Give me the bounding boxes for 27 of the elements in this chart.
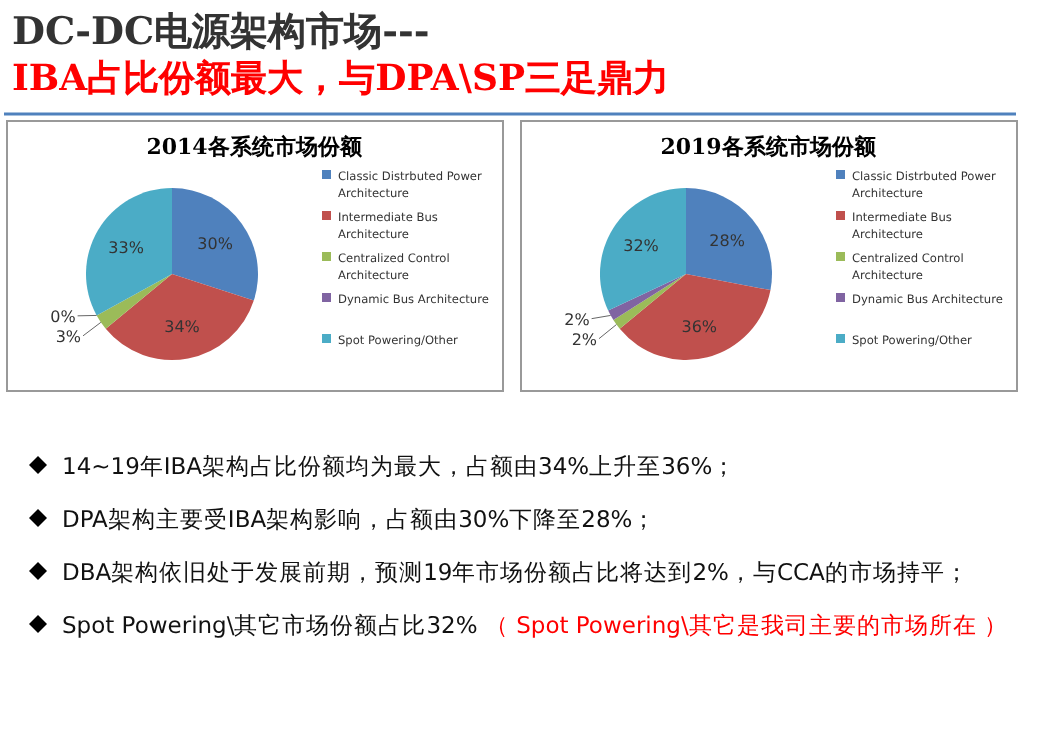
pie-slice xyxy=(608,274,686,321)
pie-slice xyxy=(613,274,686,329)
text: DC-DC电源架构市场--- xyxy=(12,10,430,54)
data-label: 3% xyxy=(55,327,82,346)
data-label: 30% xyxy=(197,234,234,253)
text: DPA架构主要受IBA架构影响，占额由30%下降至28%； xyxy=(62,505,657,533)
data-label: 28% xyxy=(709,232,746,251)
pie-slice xyxy=(600,188,686,311)
text: 2014各系统市场份额 xyxy=(146,134,364,160)
pie-slice xyxy=(86,188,172,316)
pie-slice xyxy=(619,274,771,360)
data-label: 2% xyxy=(571,330,598,349)
pie-slice xyxy=(686,188,772,291)
data-label: 32% xyxy=(623,237,660,256)
text: 0% xyxy=(50,307,76,326)
data-label: 34% xyxy=(164,318,201,337)
data-label: 36% xyxy=(681,317,718,336)
data-label: 33% xyxy=(108,238,145,257)
text: （ Spot Powering\其它是我司主要的市场所在 ） xyxy=(477,611,1008,639)
text: IBA占比份额最大，与DPA\SP三足鼎力 xyxy=(12,58,670,100)
pie-slice xyxy=(105,274,254,360)
data-label: 2% xyxy=(564,310,591,329)
text: 14~19年IBA架构占比份额均为最大，占额由34%上升至36%； xyxy=(62,452,737,480)
text: 2019各系统市场份额 xyxy=(660,134,878,160)
text: DBA架构依旧处于发展前期，预测19年市场份额占比将达到2%，与CCA的市场持平； xyxy=(62,558,969,586)
pie-slice xyxy=(172,188,258,301)
text: Spot Powering\其它市场份额占比32% xyxy=(62,611,478,639)
